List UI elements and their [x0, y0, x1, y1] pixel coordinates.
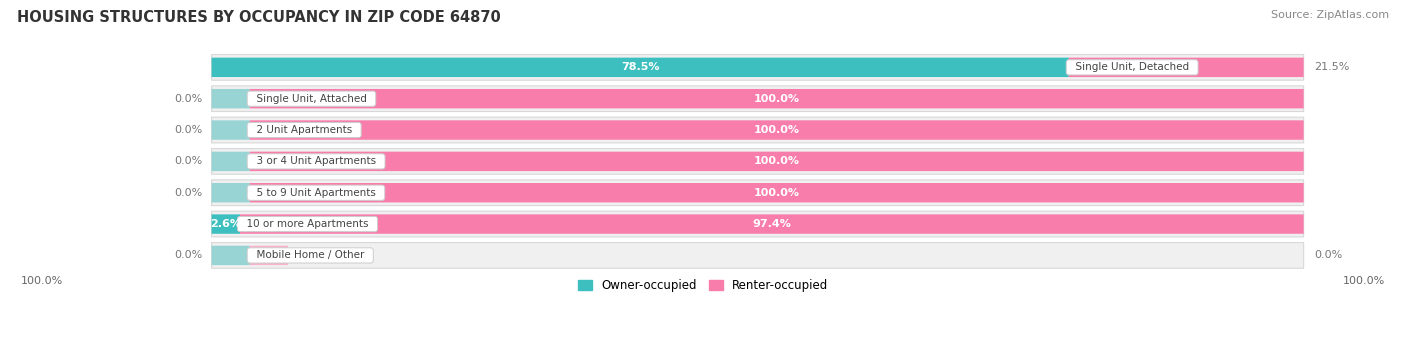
FancyBboxPatch shape: [250, 152, 1303, 171]
Text: 100.0%: 100.0%: [754, 157, 800, 166]
FancyBboxPatch shape: [211, 183, 250, 203]
FancyBboxPatch shape: [250, 246, 288, 265]
FancyBboxPatch shape: [211, 55, 1303, 80]
FancyBboxPatch shape: [211, 120, 250, 140]
FancyBboxPatch shape: [211, 149, 1303, 174]
FancyBboxPatch shape: [211, 89, 250, 108]
Text: 0.0%: 0.0%: [1315, 250, 1343, 261]
Text: 10 or more Apartments: 10 or more Apartments: [240, 219, 375, 229]
FancyBboxPatch shape: [211, 117, 1303, 143]
FancyBboxPatch shape: [211, 214, 240, 234]
Text: 97.4%: 97.4%: [752, 219, 792, 229]
Text: 100.0%: 100.0%: [754, 94, 800, 104]
Text: 100.0%: 100.0%: [754, 188, 800, 198]
Text: Single Unit, Detached: Single Unit, Detached: [1069, 62, 1195, 72]
Text: 21.5%: 21.5%: [1315, 62, 1350, 72]
Text: 2.6%: 2.6%: [211, 219, 242, 229]
Text: 100.0%: 100.0%: [1343, 276, 1385, 286]
Text: Single Unit, Attached: Single Unit, Attached: [250, 94, 373, 104]
FancyBboxPatch shape: [250, 89, 1303, 108]
FancyBboxPatch shape: [240, 214, 1303, 234]
FancyBboxPatch shape: [250, 120, 1303, 140]
Text: 0.0%: 0.0%: [174, 250, 202, 261]
Text: 0.0%: 0.0%: [174, 125, 202, 135]
FancyBboxPatch shape: [211, 86, 1303, 112]
FancyBboxPatch shape: [211, 246, 250, 265]
FancyBboxPatch shape: [211, 211, 1303, 237]
Text: 78.5%: 78.5%: [621, 62, 659, 72]
Text: 5 to 9 Unit Apartments: 5 to 9 Unit Apartments: [250, 188, 382, 198]
Text: 3 or 4 Unit Apartments: 3 or 4 Unit Apartments: [250, 157, 382, 166]
Text: 2 Unit Apartments: 2 Unit Apartments: [250, 125, 359, 135]
Legend: Owner-occupied, Renter-occupied: Owner-occupied, Renter-occupied: [572, 275, 834, 297]
Text: HOUSING STRUCTURES BY OCCUPANCY IN ZIP CODE 64870: HOUSING STRUCTURES BY OCCUPANCY IN ZIP C…: [17, 10, 501, 25]
Text: 0.0%: 0.0%: [174, 94, 202, 104]
FancyBboxPatch shape: [250, 183, 1303, 203]
Text: 0.0%: 0.0%: [174, 188, 202, 198]
Text: 100.0%: 100.0%: [754, 125, 800, 135]
FancyBboxPatch shape: [211, 152, 250, 171]
Text: 0.0%: 0.0%: [174, 157, 202, 166]
Text: Mobile Home / Other: Mobile Home / Other: [250, 250, 371, 261]
FancyBboxPatch shape: [211, 242, 1303, 268]
FancyBboxPatch shape: [211, 58, 1069, 77]
FancyBboxPatch shape: [1069, 58, 1303, 77]
FancyBboxPatch shape: [211, 180, 1303, 206]
Text: 100.0%: 100.0%: [21, 276, 63, 286]
Text: Source: ZipAtlas.com: Source: ZipAtlas.com: [1271, 10, 1389, 20]
